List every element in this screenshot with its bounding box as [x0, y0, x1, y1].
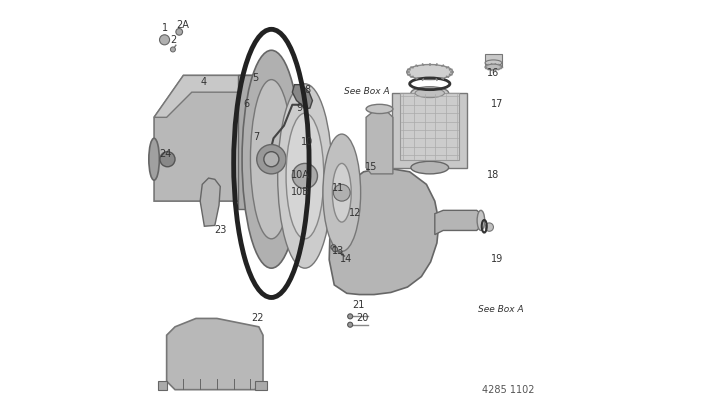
Text: 2: 2 — [170, 35, 176, 45]
Circle shape — [176, 28, 183, 35]
Ellipse shape — [323, 134, 361, 251]
Ellipse shape — [332, 163, 351, 222]
Ellipse shape — [415, 88, 444, 98]
Circle shape — [347, 322, 352, 327]
Polygon shape — [154, 75, 259, 117]
Circle shape — [159, 35, 170, 45]
Text: 13: 13 — [331, 246, 344, 256]
Polygon shape — [392, 93, 468, 168]
Text: 21: 21 — [352, 300, 365, 310]
Circle shape — [264, 152, 279, 167]
Text: 15: 15 — [365, 162, 377, 172]
Text: 10A: 10A — [291, 170, 310, 180]
Text: 4285 1102: 4285 1102 — [482, 385, 534, 395]
Ellipse shape — [149, 138, 159, 180]
Text: 16: 16 — [486, 68, 498, 78]
Text: 2A: 2A — [176, 20, 189, 30]
Polygon shape — [366, 109, 393, 174]
Ellipse shape — [286, 113, 324, 239]
Circle shape — [171, 47, 176, 52]
Ellipse shape — [411, 87, 449, 99]
Ellipse shape — [485, 60, 502, 66]
Ellipse shape — [411, 161, 449, 174]
Polygon shape — [238, 75, 263, 210]
Polygon shape — [158, 381, 168, 390]
Text: 24: 24 — [159, 149, 172, 159]
Text: See Box A: See Box A — [478, 305, 524, 314]
Text: 11: 11 — [331, 183, 344, 193]
Polygon shape — [435, 210, 481, 235]
Ellipse shape — [251, 80, 292, 239]
Polygon shape — [200, 178, 220, 226]
Polygon shape — [329, 168, 439, 295]
Ellipse shape — [485, 64, 502, 70]
Text: 12: 12 — [349, 208, 362, 218]
Text: 23: 23 — [214, 225, 227, 235]
Circle shape — [160, 152, 175, 167]
Ellipse shape — [406, 65, 453, 80]
Text: 18: 18 — [486, 170, 498, 180]
Text: 10: 10 — [301, 137, 313, 147]
Text: 9: 9 — [297, 103, 303, 113]
Polygon shape — [154, 75, 259, 201]
Text: 19: 19 — [491, 254, 503, 264]
Text: 20: 20 — [357, 313, 369, 323]
Text: 22: 22 — [252, 313, 264, 323]
Text: 7: 7 — [253, 132, 260, 142]
Polygon shape — [166, 318, 263, 390]
Text: 4: 4 — [201, 77, 206, 87]
Circle shape — [333, 247, 338, 252]
Polygon shape — [400, 93, 459, 160]
Circle shape — [292, 163, 317, 189]
Ellipse shape — [477, 210, 484, 230]
Text: 6: 6 — [243, 99, 249, 109]
Text: 5: 5 — [252, 72, 258, 83]
Text: See Box A: See Box A — [344, 87, 390, 96]
Text: 8: 8 — [304, 85, 310, 95]
Ellipse shape — [366, 104, 393, 114]
Circle shape — [485, 223, 494, 231]
Circle shape — [347, 314, 352, 319]
Text: 10B: 10B — [291, 187, 310, 197]
Polygon shape — [255, 381, 267, 390]
Text: 17: 17 — [491, 99, 503, 109]
Polygon shape — [485, 54, 502, 67]
Circle shape — [257, 145, 286, 174]
Ellipse shape — [242, 50, 300, 268]
Circle shape — [331, 245, 336, 250]
Text: 14: 14 — [340, 254, 352, 264]
Ellipse shape — [278, 84, 332, 268]
Circle shape — [333, 184, 350, 201]
Text: 1: 1 — [161, 23, 168, 34]
Polygon shape — [292, 85, 312, 109]
